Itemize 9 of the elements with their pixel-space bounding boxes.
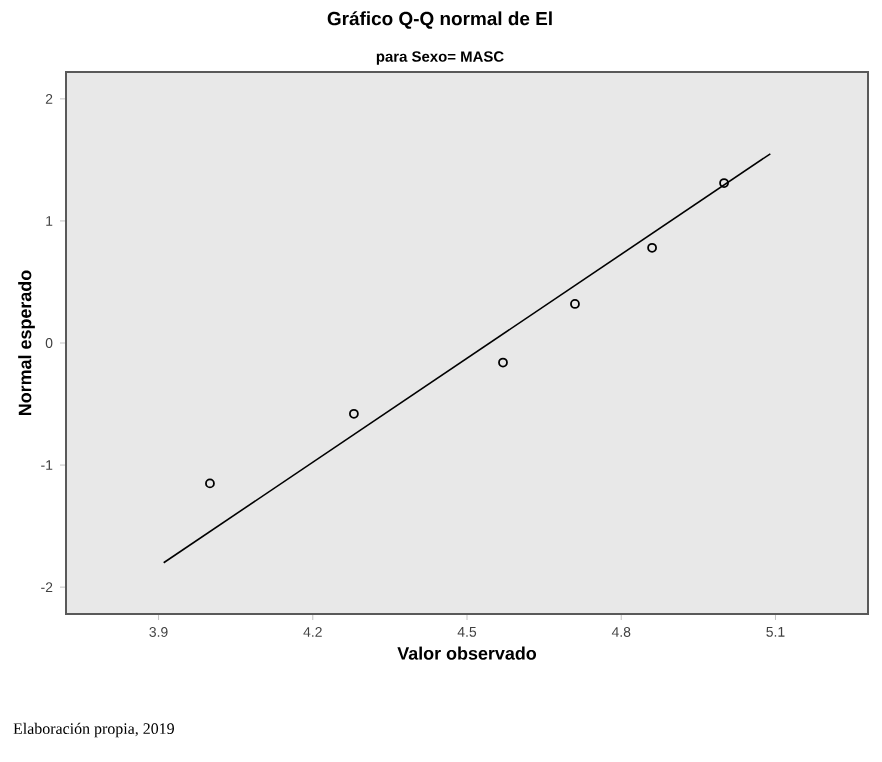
point <box>570 299 580 309</box>
chart-title: Gráfico Q-Q normal de El <box>327 11 552 29</box>
y-axis-title: Normal esperado <box>18 270 35 416</box>
point <box>647 242 657 253</box>
x-axis-title: Valor observado <box>397 646 537 660</box>
point <box>498 357 508 368</box>
point <box>349 408 359 419</box>
point <box>205 478 215 489</box>
point <box>719 178 729 188</box>
